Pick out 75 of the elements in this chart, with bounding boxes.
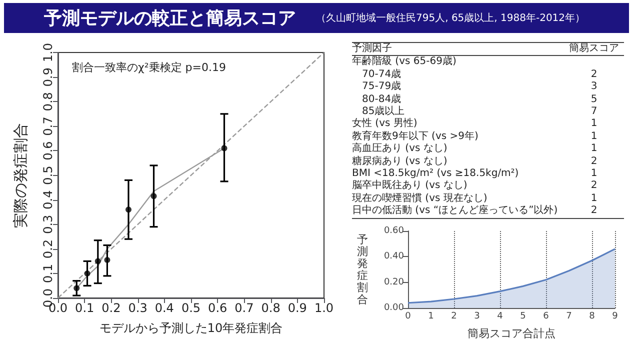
x-tick-label: 1.0 bbox=[314, 301, 334, 315]
y-tick-label: 0.3 bbox=[41, 214, 55, 234]
data-label: 1 bbox=[590, 192, 598, 206]
point bbox=[221, 145, 228, 152]
x-tick-label: 0.8 bbox=[261, 301, 280, 315]
x-tick-label: 5 bbox=[520, 312, 526, 322]
x-tick-label: 0.6 bbox=[208, 301, 228, 315]
data-label: 2 bbox=[590, 156, 598, 168]
category-label: 日中の低活動 (vs “ほとんど座っている”以外) bbox=[352, 205, 564, 218]
x-tick-label: 4 bbox=[497, 312, 504, 322]
point bbox=[125, 206, 132, 213]
x-tick-label: 2 bbox=[451, 312, 457, 322]
category-label: BMI <18.5kg/m² (vs ≥18.5kg/m²) bbox=[352, 168, 520, 180]
annotation: 割合一致率のχ²乗検定 p=0.19 bbox=[72, 61, 226, 74]
y-tick-label: 1.0 bbox=[41, 42, 55, 62]
x-tick-label: 9 bbox=[612, 312, 618, 322]
x-tick-label: 0.5 bbox=[181, 301, 201, 315]
x-tick-label: 0.2 bbox=[102, 301, 121, 315]
category-label: 糖尿病あり (vs なし) bbox=[352, 156, 448, 168]
data-label: 2 bbox=[590, 180, 598, 193]
category-label: 女性 (vs 男性) bbox=[352, 118, 418, 130]
data-label: 3 bbox=[590, 81, 598, 94]
data-label: 1 bbox=[590, 118, 598, 131]
y-tick-label: 0.20 bbox=[384, 277, 404, 288]
category-label: 高血圧あり (vs なし) bbox=[352, 143, 448, 156]
category-label: 80-84歳 bbox=[361, 94, 402, 106]
category-label: 現在の喫煙習慣 (vs 現在なし) bbox=[352, 192, 488, 204]
x-tick-label: 0.1 bbox=[75, 301, 94, 315]
data-label: 1 bbox=[590, 168, 598, 180]
y-tick-label: 0.7 bbox=[41, 116, 55, 136]
category-label: 70-74歳 bbox=[361, 68, 402, 80]
y-axis-title: 予測発症割合 bbox=[357, 233, 368, 306]
y-tick-label: 0.1 bbox=[41, 264, 55, 283]
x-tick-label: 3 bbox=[474, 312, 480, 322]
x-tick-label: 6 bbox=[543, 312, 550, 322]
data-label: 7 bbox=[590, 106, 598, 118]
y-tick-label: 0.60 bbox=[384, 226, 404, 236]
x-axis-title: 簡易スコア合計点 bbox=[468, 327, 556, 340]
category-label: 年齢階級 (vs 65-69歳) bbox=[352, 56, 458, 68]
category-label: 教育年数9年以下 (vs >9年) bbox=[352, 130, 480, 142]
y-tick-label: 0.40 bbox=[384, 252, 404, 262]
y-tick-label: 0.00 bbox=[384, 303, 404, 313]
text: 予測因子 bbox=[352, 42, 564, 56]
text: （久山町地域一般住民795人, 65歳以上, 1988年-2012年） bbox=[316, 12, 586, 25]
data-label: 5 bbox=[590, 94, 598, 106]
data-label: 1 bbox=[590, 143, 598, 156]
x-tick-label: 0.3 bbox=[128, 301, 148, 315]
text: 簡易スコア bbox=[564, 42, 624, 56]
y-axis-title: 実際の発症割合 bbox=[12, 122, 30, 228]
data-label: 2 bbox=[564, 205, 624, 218]
chart-title: 予測モデルの較正と簡易スコア bbox=[44, 7, 296, 30]
x-tick-label: 0.7 bbox=[234, 301, 254, 315]
point bbox=[104, 256, 110, 263]
category-label: 脳卒中既往あり (vs なし) bbox=[352, 180, 468, 192]
x-tick-label: 8 bbox=[589, 312, 596, 322]
x-tick-label: 1 bbox=[428, 312, 434, 322]
y-tick-label: 0.6 bbox=[41, 141, 55, 160]
x-axis-title: モデルから予測した10年発症割合 bbox=[99, 321, 283, 335]
x-tick-label: 0 bbox=[405, 312, 412, 322]
category-label: 75-79歳 bbox=[361, 81, 402, 94]
point bbox=[94, 258, 101, 264]
y-tick-label: 0.5 bbox=[41, 166, 55, 185]
data-label: 1 bbox=[590, 130, 598, 144]
x-tick-label: 0.4 bbox=[154, 301, 174, 315]
point bbox=[74, 285, 80, 292]
y-tick-label: 0.2 bbox=[41, 239, 55, 258]
point bbox=[84, 270, 90, 276]
category-label: 85歳以上 bbox=[361, 106, 406, 118]
y-tick-label: 0.8 bbox=[41, 92, 55, 112]
y-tick-label: 0.4 bbox=[41, 190, 55, 210]
x-tick-label: 7 bbox=[566, 312, 572, 322]
x-tick-label: 0.9 bbox=[288, 301, 307, 315]
y-tick-label: 0.9 bbox=[41, 68, 55, 87]
data-label: 2 bbox=[590, 68, 598, 82]
point bbox=[150, 193, 157, 200]
